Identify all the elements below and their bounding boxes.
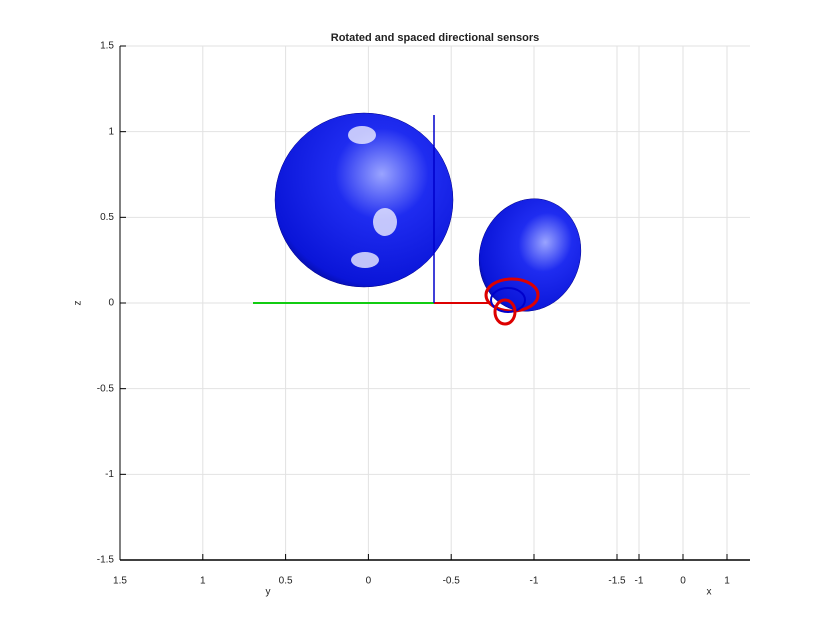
z-tick-label: -0.5 [97, 383, 115, 394]
y-tick-label: 0 [366, 576, 372, 587]
y-tick-label: 1 [200, 576, 206, 587]
x-axis-label: x [707, 587, 712, 598]
y-tick-label: -1 [530, 576, 539, 587]
z-tick-label: -1.5 [97, 555, 115, 566]
z-tick-label: 0.5 [100, 212, 114, 223]
x-tick-label: -1.5 [608, 576, 626, 587]
surfaces [253, 112, 582, 326]
z-tick-label: 1.5 [100, 41, 114, 52]
ring [490, 287, 526, 313]
ellipsoid [478, 198, 582, 312]
x-tick-label: 1 [724, 576, 730, 587]
y-tick-label: 1.5 [113, 576, 127, 587]
highlight [351, 252, 379, 268]
sphere-large [274, 112, 454, 288]
z-axis-label: z [73, 301, 84, 306]
z-tick-label: 0 [108, 298, 114, 309]
x-tick-label: -1 [635, 576, 644, 587]
z-tick-label: 1 [108, 126, 114, 137]
highlight [348, 126, 376, 144]
ring [493, 298, 517, 326]
y-axis-label: y [266, 587, 271, 598]
z-tick-label: -1 [105, 469, 114, 480]
highlight [373, 208, 397, 236]
y-tick-label: -0.5 [443, 576, 461, 587]
chart-title: Rotated and spaced directional sensors [331, 32, 539, 44]
y-tick-label: 0.5 [279, 576, 293, 587]
x-tick-label: 0 [680, 576, 686, 587]
